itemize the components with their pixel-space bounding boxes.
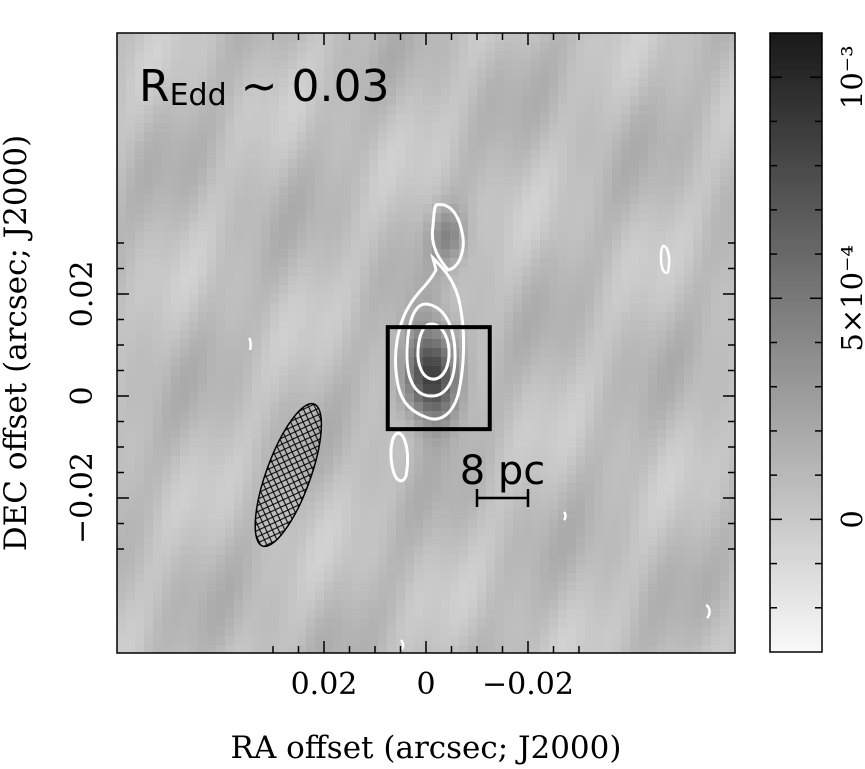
contour-outer-north [430,202,465,272]
x-tick-label: 0.02 [291,667,358,702]
beam-ellipse [254,402,323,548]
eddington-ratio-subscript: Edd [170,78,227,113]
axis-ticks [117,33,735,653]
intensity-map [117,33,735,653]
y-tick-label: 0.02 [65,261,100,328]
colorbar-tick-label: 10⁻³ [835,45,865,109]
contour-speck-3 [400,639,405,650]
y-axis-title: DEC offset (arcsec; J2000) [0,135,34,551]
y-tick-label: 0 [65,386,100,405]
contour-speck-2 [705,603,711,619]
contour-speck-1 [563,511,567,521]
colorbar-tick-labels: 0 5×10⁻⁴ 10⁻³ [835,45,865,528]
eddington-ratio-value: ~ 0.03 [227,61,390,112]
region-box [385,325,492,432]
eddington-ratio-label: REdd ~ 0.03 [139,61,389,113]
colorbar [770,33,822,653]
eddington-ratio-prefix: R [139,61,170,112]
contour-inner [416,322,451,381]
colorbar-tick-label: 5×10⁻⁴ [835,245,865,352]
scale-bar [475,489,530,507]
contour-south-blob [389,431,410,483]
x-tick-label: 0 [416,667,435,702]
contour-outer-main [394,253,466,421]
colorbar-tick-label: 0 [835,510,865,528]
contour-west-speck [247,337,252,351]
y-tick-label: −0.02 [65,452,100,544]
contour-set [247,202,711,650]
scale-bar-label: 8 pc [460,448,546,494]
colorbar-ticks [770,76,822,609]
contour-middle [405,302,457,398]
contour-east-blob [659,244,671,275]
x-tick-label: −0.02 [482,667,574,702]
axis-tick-labels: 0.02 0 −0.02 0.02 0 −0.02 [65,261,574,702]
x-axis-title: RA offset (arcsec; J2000) [231,730,622,766]
